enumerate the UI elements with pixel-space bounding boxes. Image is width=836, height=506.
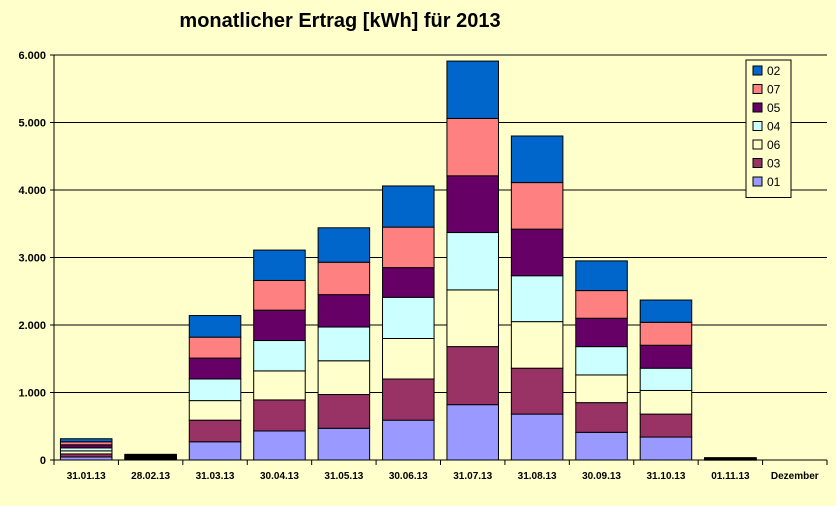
bar-segment-03	[639, 413, 693, 438]
legend-label: 06	[767, 138, 781, 152]
bar-segment-02	[704, 457, 757, 459]
bar-segment-01	[317, 427, 371, 461]
bar-segment-05	[639, 344, 693, 369]
y-tick-label: 4.000	[18, 185, 46, 197]
x-tick-label: 28.02.13	[131, 471, 170, 482]
legend-swatch	[752, 158, 763, 168]
bar-segment-07	[446, 117, 499, 177]
bar-segment-02	[510, 135, 564, 184]
bar-segment-06	[253, 370, 306, 401]
bar-segment-03	[510, 367, 564, 415]
bar-segment-03	[446, 346, 499, 406]
bar-segment-02	[575, 260, 628, 292]
bar-segment-05	[188, 357, 242, 380]
bar-segment-01	[446, 404, 499, 461]
bar-segment-03	[317, 394, 371, 429]
bar-segment-04	[639, 367, 693, 391]
legend-label: 02	[767, 64, 781, 78]
bar-segment-06	[188, 400, 242, 421]
bar-segment-06	[575, 374, 628, 404]
bar-segment-07	[188, 336, 242, 359]
bar-segment-02	[124, 453, 177, 456]
bar-segment-04	[382, 296, 435, 340]
y-tick-label: 2.000	[18, 320, 46, 332]
x-tick-label: 30.04.13	[260, 471, 299, 482]
bar-segment-07	[382, 226, 435, 269]
bar-segment-05	[317, 294, 371, 328]
bar-segment-05	[446, 175, 499, 234]
bar-segment-01	[639, 436, 693, 461]
bar-segment-07	[575, 290, 628, 319]
bar-segment-04	[446, 232, 499, 291]
x-tick-label: Dezember	[771, 471, 819, 482]
legend-swatch	[752, 139, 763, 150]
y-tick-label: 5.000	[18, 118, 46, 130]
bar-segment-04	[510, 275, 564, 323]
x-tick-label: 30.06.13	[389, 471, 428, 482]
bar-segment-05	[253, 309, 306, 342]
bar-segment-07	[639, 321, 693, 346]
bar-segment-02	[59, 438, 113, 443]
legend-swatch	[752, 65, 763, 76]
bar-segment-06	[446, 289, 499, 348]
x-tick-label: 01.11.13	[711, 471, 750, 482]
bar-segment-05	[382, 267, 435, 298]
x-tick-label: 31.10.13	[646, 471, 685, 482]
y-tick-label: 6.000	[18, 50, 46, 62]
bar-segment-04	[575, 346, 628, 376]
bar-segment-05	[510, 228, 564, 277]
legend-swatch	[752, 176, 763, 187]
y-tick-label: 1.000	[18, 388, 46, 400]
y-tick-label: 0	[40, 455, 46, 467]
x-tick-label: 31.05.13	[324, 471, 363, 482]
legend-label: 07	[767, 83, 781, 97]
bar-segment-02	[188, 315, 242, 338]
y-tick-label: 3.000	[18, 253, 46, 265]
bar-segment-02	[382, 185, 435, 228]
bar-segment-07	[317, 261, 371, 296]
x-tick-label: 31.01.13	[67, 471, 106, 482]
legend-swatch	[752, 102, 763, 113]
bar-segment-03	[253, 399, 306, 432]
bar-segment-02	[446, 60, 499, 119]
bar-segment-04	[188, 378, 242, 402]
bar-segment-01	[575, 431, 628, 461]
bar-segment-05	[575, 317, 628, 348]
bar-segment-02	[639, 299, 693, 323]
bar-segment-06	[639, 389, 693, 415]
legend-swatch	[752, 84, 763, 94]
bar-segment-01	[188, 441, 242, 461]
legend-swatch	[752, 121, 763, 131]
x-tick-label: 31.08.13	[518, 471, 557, 482]
bar-segment-07	[510, 182, 564, 230]
bar-segment-03	[575, 402, 628, 433]
bar-segment-02	[317, 227, 371, 263]
bar-segment-06	[510, 321, 564, 369]
legend-label: 04	[767, 120, 781, 134]
legend-label: 01	[767, 175, 781, 189]
legend-label: 03	[767, 157, 781, 171]
x-tick-label: 30.09.13	[582, 471, 621, 482]
bar-segment-02	[253, 249, 306, 281]
bar-segment-04	[253, 340, 306, 372]
bar-segment-07	[253, 279, 306, 311]
bar-segment-03	[382, 378, 435, 421]
x-tick-label: 31.03.13	[196, 471, 235, 482]
bar-segment-01	[253, 430, 306, 461]
bar-segment-01	[510, 413, 564, 461]
chart-title: monatlicher Ertrag [kWh] für 2013	[179, 10, 501, 32]
bar-segment-03	[188, 419, 242, 443]
bar-segment-04	[317, 326, 371, 362]
x-tick-label: 31.07.13	[453, 471, 492, 482]
bar-segment-01	[382, 419, 435, 461]
legend-label: 05	[767, 101, 781, 115]
bar-segment-06	[317, 360, 371, 396]
bar-segment-06	[382, 338, 435, 380]
